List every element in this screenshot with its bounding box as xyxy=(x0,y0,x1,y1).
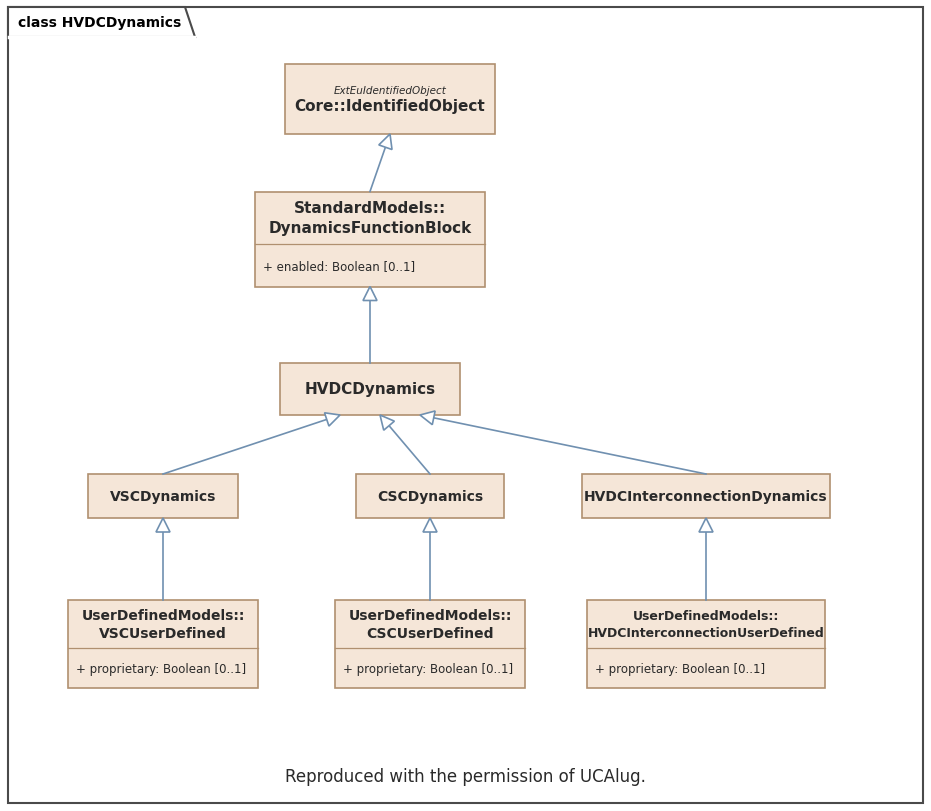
Text: HVDCInterconnectionDynamics: HVDCInterconnectionDynamics xyxy=(584,489,828,504)
Text: Reproduced with the permission of UCAlug.: Reproduced with the permission of UCAlug… xyxy=(285,767,646,785)
Polygon shape xyxy=(379,135,392,150)
Text: HVDCDynamics: HVDCDynamics xyxy=(304,382,436,397)
Bar xyxy=(587,600,825,689)
Bar xyxy=(280,363,460,415)
Text: + proprietary: Boolean [0..1]: + proprietary: Boolean [0..1] xyxy=(343,662,513,675)
Bar xyxy=(582,474,830,518)
Text: UserDefinedModels::
HVDCInterconnectionUserDefined: UserDefinedModels:: HVDCInterconnectionU… xyxy=(587,609,824,639)
Polygon shape xyxy=(699,518,713,532)
Text: class HVDCDynamics: class HVDCDynamics xyxy=(18,16,182,30)
Polygon shape xyxy=(420,411,435,425)
Text: ExtEuIdentifiedObject: ExtEuIdentifiedObject xyxy=(333,86,447,96)
Bar xyxy=(88,474,238,518)
Text: + proprietary: Boolean [0..1]: + proprietary: Boolean [0..1] xyxy=(595,662,765,675)
Polygon shape xyxy=(325,414,340,427)
Bar xyxy=(285,65,495,135)
Bar xyxy=(255,192,485,287)
Text: UserDefinedModels::
CSCUserDefined: UserDefinedModels:: CSCUserDefined xyxy=(348,608,512,641)
Polygon shape xyxy=(8,8,195,38)
Polygon shape xyxy=(156,518,170,532)
Text: StandardModels::
DynamicsFunctionBlock: StandardModels:: DynamicsFunctionBlock xyxy=(268,201,472,236)
Polygon shape xyxy=(423,518,437,532)
Text: VSCDynamics: VSCDynamics xyxy=(110,489,216,504)
Bar xyxy=(356,474,504,518)
Text: UserDefinedModels::
VSCUserDefined: UserDefinedModels:: VSCUserDefined xyxy=(81,608,245,641)
Text: CSCDynamics: CSCDynamics xyxy=(377,489,483,504)
Text: Core::IdentifiedObject: Core::IdentifiedObject xyxy=(294,100,485,114)
Polygon shape xyxy=(363,287,377,301)
Bar xyxy=(68,600,258,689)
Polygon shape xyxy=(380,415,395,431)
Text: + enabled: Boolean [0..1]: + enabled: Boolean [0..1] xyxy=(263,260,415,272)
Text: + proprietary: Boolean [0..1]: + proprietary: Boolean [0..1] xyxy=(76,662,246,675)
Bar xyxy=(335,600,525,689)
